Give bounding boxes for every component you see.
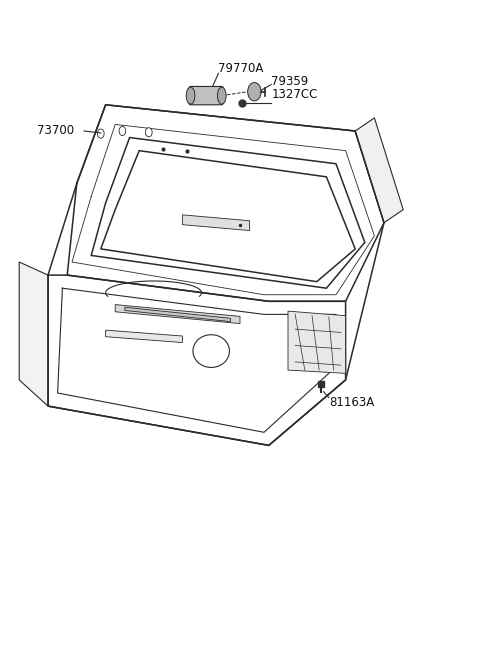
Polygon shape: [125, 307, 230, 322]
Polygon shape: [182, 215, 250, 231]
Polygon shape: [101, 151, 355, 282]
Polygon shape: [91, 138, 365, 288]
Circle shape: [145, 128, 152, 137]
Text: 73700: 73700: [37, 124, 74, 138]
Polygon shape: [106, 330, 182, 343]
Circle shape: [248, 83, 261, 101]
Ellipse shape: [193, 335, 229, 367]
Polygon shape: [288, 311, 346, 373]
Circle shape: [97, 129, 104, 138]
Text: 79359: 79359: [271, 75, 309, 88]
Polygon shape: [355, 118, 403, 223]
Polygon shape: [48, 105, 384, 445]
Circle shape: [119, 126, 126, 136]
Text: 81163A: 81163A: [329, 396, 374, 409]
Text: 79770A: 79770A: [218, 62, 264, 75]
Ellipse shape: [217, 87, 226, 104]
Ellipse shape: [186, 87, 195, 104]
Text: 1327CC: 1327CC: [271, 88, 318, 102]
FancyBboxPatch shape: [189, 86, 223, 105]
Polygon shape: [115, 305, 240, 324]
Polygon shape: [19, 262, 48, 406]
